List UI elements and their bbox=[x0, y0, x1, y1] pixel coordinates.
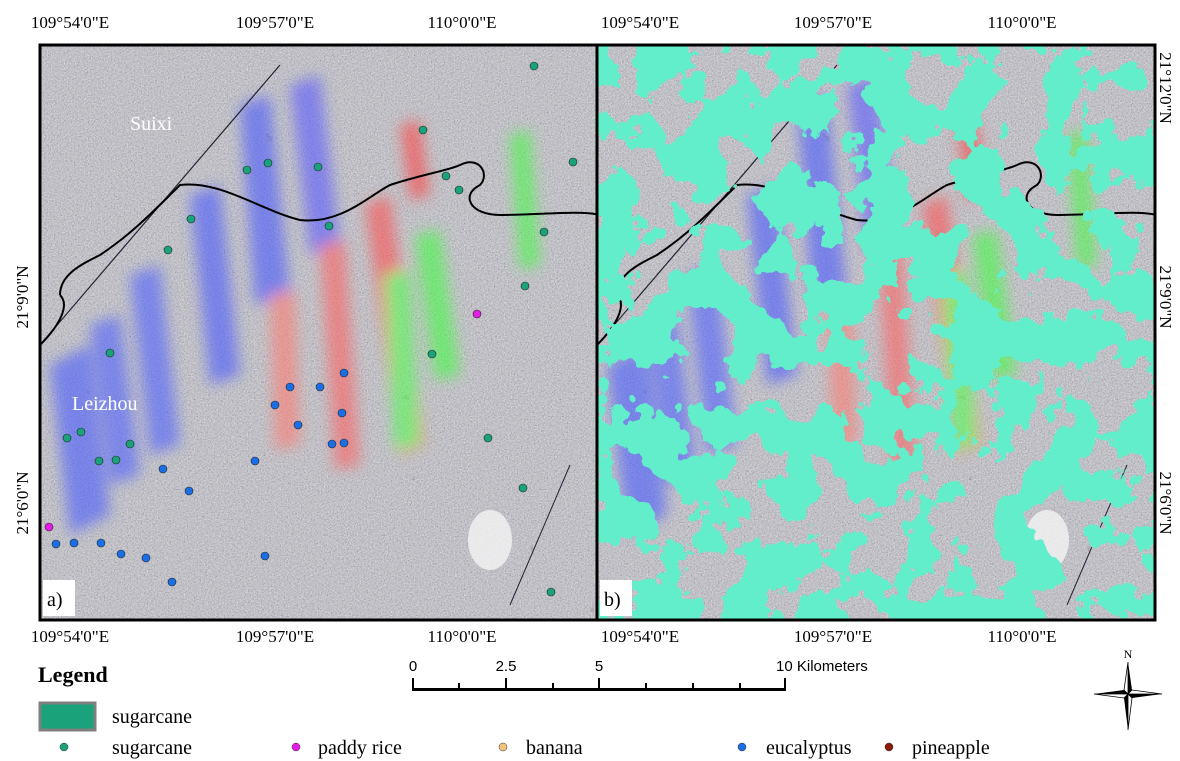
coordinate-label: 110°0'0"E bbox=[987, 627, 1056, 646]
scale-label: 5 bbox=[595, 658, 603, 675]
legend-entry: sugarcane bbox=[112, 737, 192, 759]
scale-label: 2.5 bbox=[496, 658, 517, 675]
coordinate-label: 110°0'0"E bbox=[987, 13, 1056, 32]
place-label: Leizhou bbox=[72, 393, 138, 415]
legend-title: Legend bbox=[38, 662, 108, 687]
coordinate-label: 109°57'0"E bbox=[794, 13, 872, 32]
figure: Suixi Leizhou a) b) 109°54'0"E 109°57'0"E… bbox=[0, 0, 1180, 761]
panel-label: a) bbox=[47, 589, 63, 611]
coordinate-label: 109°54'0"E bbox=[31, 627, 109, 646]
legend-entry: pineapple bbox=[912, 737, 990, 759]
north-label: N bbox=[1124, 647, 1133, 661]
legend-entry: eucalyptus bbox=[766, 737, 852, 759]
scale-label: 0 bbox=[409, 658, 417, 675]
coordinate-label: 21°9'0"N bbox=[13, 265, 32, 328]
legend: Legend sugarcane sugarcane paddy rice ba… bbox=[38, 662, 990, 759]
coordinate-label: 110°0'0"E bbox=[427, 13, 496, 32]
legend-entry: paddy rice bbox=[318, 737, 402, 759]
coordinate-label: 109°57'0"E bbox=[794, 627, 872, 646]
legend-entry: banana bbox=[526, 737, 583, 759]
panel-label: b) bbox=[604, 589, 621, 611]
coordinate-label: 21°6'0"N bbox=[1156, 471, 1175, 534]
north-arrow: N bbox=[1094, 647, 1162, 730]
coordinate-label: 110°0'0"E bbox=[427, 627, 496, 646]
scale-label: 10 Kilometers bbox=[776, 658, 868, 675]
coordinate-label: 109°57'0"E bbox=[236, 627, 314, 646]
map-panel-a: Suixi Leizhou a) bbox=[40, 45, 600, 620]
legend-entry: sugarcane bbox=[112, 706, 192, 728]
coordinate-label: 109°57'0"E bbox=[236, 13, 314, 32]
coordinate-label: 21°9'0"N bbox=[1156, 265, 1175, 328]
coordinate-label: 21°12'0"N bbox=[1156, 52, 1175, 124]
coordinate-label: 109°54'0"E bbox=[31, 13, 109, 32]
coordinate-label: 21°6'0"N bbox=[13, 471, 32, 534]
coordinate-label: 109°54'0"E bbox=[601, 627, 679, 646]
map-panel-b: b) bbox=[597, 45, 1157, 620]
scale-bar: 0 2.5 5 10 Kilometers bbox=[409, 658, 868, 691]
place-label: Suixi bbox=[130, 113, 173, 135]
coordinate-label: 109°54'0"E bbox=[601, 13, 679, 32]
